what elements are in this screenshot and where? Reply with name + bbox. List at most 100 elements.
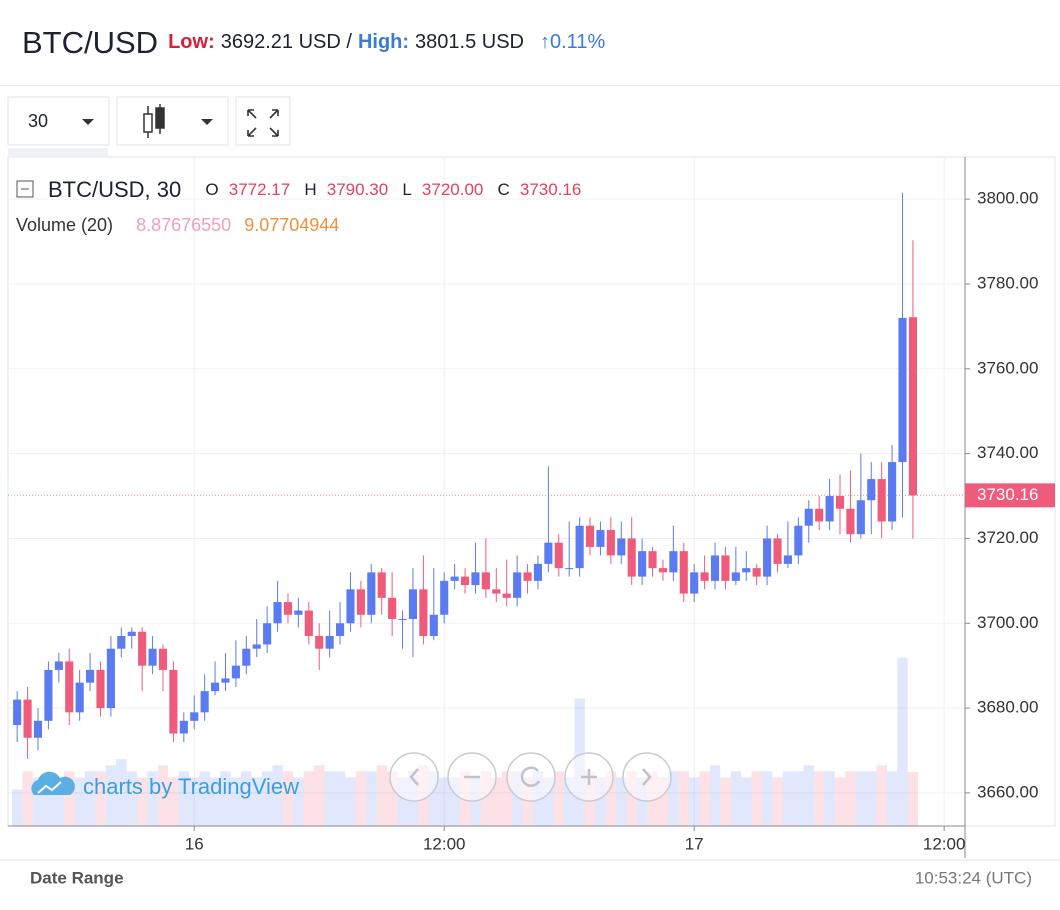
candle-body	[221, 678, 230, 683]
low-value: 3692.21 USD /	[220, 31, 352, 53]
candle-body	[492, 589, 501, 594]
volume-bar	[626, 771, 637, 826]
candle-body	[804, 508, 813, 526]
candle-body	[856, 500, 865, 535]
candle-body	[325, 635, 334, 649]
y-tick-label: 3680.00	[977, 698, 1038, 717]
volume-bar	[324, 771, 335, 826]
interval-label: 30	[28, 111, 48, 131]
candle-body	[86, 669, 95, 683]
x-tick-label: 17	[685, 834, 704, 853]
candle-body	[200, 691, 209, 713]
volume-bar	[157, 765, 169, 826]
volume-bar	[522, 777, 533, 826]
candle-body	[627, 538, 636, 577]
volume-legend: Volume (20) 8.87676550 9.07704944	[16, 215, 339, 235]
candle-body	[75, 682, 84, 713]
scroll-right-button[interactable]	[622, 752, 672, 802]
volume-bar	[241, 771, 252, 826]
volume-bar	[334, 771, 346, 826]
volume-bar	[220, 771, 231, 826]
volume-ma: 9.07704944	[244, 215, 339, 235]
volume-bar	[907, 772, 919, 826]
nav-icons	[409, 766, 652, 787]
candle-body	[669, 551, 678, 573]
legend-title: BTC/USD, 30	[48, 177, 181, 202]
candle-body	[648, 551, 657, 569]
candle-body	[825, 496, 834, 522]
volume-bar	[480, 771, 492, 826]
legend-line: BTC/USD, 30 O 3772.17 H 3790.30 L 3720.0…	[48, 177, 581, 202]
candle-body	[471, 572, 480, 586]
candle-body	[794, 525, 803, 556]
candle-body	[148, 648, 157, 666]
volume-bar	[761, 771, 773, 826]
candle-body	[13, 699, 22, 726]
candle-body	[242, 648, 251, 666]
candle-icon	[143, 104, 165, 138]
candle-body	[523, 572, 532, 581]
candle-body	[179, 720, 188, 734]
candle-body	[585, 525, 595, 547]
candle-body	[617, 538, 626, 556]
volume-bar	[147, 771, 158, 826]
volume-bar	[376, 765, 387, 826]
volume-bar	[261, 771, 273, 826]
collapse-icon[interactable]	[16, 180, 34, 198]
volume-bar	[563, 777, 575, 826]
legend-l-label: L	[402, 180, 411, 199]
reset-button[interactable]	[506, 752, 556, 802]
volume-bar	[53, 777, 65, 826]
fullscreen-button[interactable]	[235, 96, 291, 146]
candle-body	[731, 572, 740, 581]
volume-bar	[813, 771, 825, 826]
candle-body	[742, 568, 751, 573]
candle-body	[158, 648, 168, 670]
volume-bar	[178, 771, 190, 826]
volume-bar	[501, 771, 512, 826]
candle-body	[419, 589, 428, 636]
volume-bar	[657, 777, 669, 826]
volume-bar	[699, 771, 710, 826]
volume-bar	[834, 777, 846, 826]
y-tick-label: 3700.00	[977, 613, 1038, 632]
volume-bar	[845, 771, 856, 826]
candle-body	[575, 525, 584, 569]
candle-body	[190, 712, 199, 721]
volume-bar	[22, 771, 33, 826]
candle-body	[356, 589, 365, 615]
candle-body	[773, 538, 782, 564]
candle-body	[460, 576, 470, 586]
volume-bar	[855, 771, 867, 826]
dropdown-arrow	[82, 119, 94, 125]
candle-body	[565, 568, 574, 570]
volume-bar	[11, 789, 23, 826]
date-range-button[interactable]: Date Range	[30, 868, 124, 887]
volume-bar	[511, 771, 523, 826]
volume-bar	[616, 777, 627, 826]
interval-button[interactable]	[7, 96, 110, 146]
high-value: 3801.5 USD	[415, 31, 524, 53]
candle-body	[138, 631, 147, 666]
candle-body	[700, 572, 709, 581]
candle-body	[638, 551, 647, 577]
candle-body	[888, 462, 897, 522]
volume-bar	[876, 765, 887, 826]
volume-bar	[303, 771, 315, 826]
legend-o-label: O	[205, 180, 218, 199]
volume-bar	[282, 771, 294, 826]
chart-style-button[interactable]	[116, 96, 229, 146]
volume-bar	[439, 777, 450, 826]
candle-body	[44, 669, 53, 721]
candle-body	[377, 572, 386, 598]
candle-body	[273, 602, 282, 624]
y-tick-label: 3720.00	[977, 528, 1038, 547]
candle-body	[544, 542, 553, 564]
candle-body	[367, 572, 376, 615]
candle-body	[533, 563, 543, 581]
candle-body	[388, 597, 397, 620]
candle-body	[169, 669, 178, 734]
candle-body	[783, 555, 792, 564]
scroll-left-button[interactable]	[389, 752, 439, 802]
volume-bar	[199, 771, 210, 826]
